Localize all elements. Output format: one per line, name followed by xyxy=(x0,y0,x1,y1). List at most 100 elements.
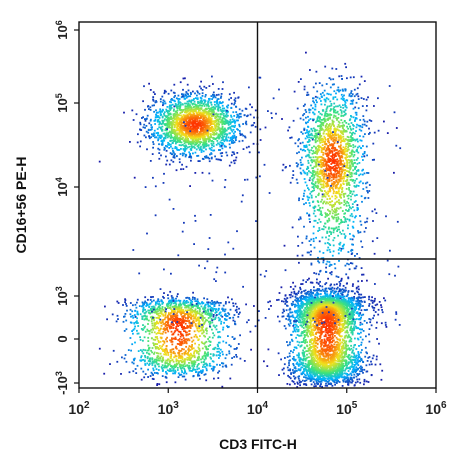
event-dot xyxy=(162,313,164,316)
event-dot xyxy=(203,135,206,138)
event-dot xyxy=(212,83,214,85)
event-dot xyxy=(219,348,222,351)
event-dot xyxy=(312,292,314,295)
event-dot xyxy=(165,348,168,351)
event-dot xyxy=(201,332,203,335)
event-dot xyxy=(199,302,201,305)
event-dot xyxy=(225,111,228,113)
event-dot xyxy=(196,155,198,157)
event-dot xyxy=(251,106,253,109)
event-dot xyxy=(225,135,228,138)
event-dot xyxy=(294,303,297,306)
event-dot xyxy=(300,297,303,299)
event-dot xyxy=(170,323,173,326)
event-dot xyxy=(171,316,174,319)
event-dot xyxy=(344,369,346,372)
event-dot xyxy=(161,332,164,335)
event-dot xyxy=(161,140,164,143)
event-dot xyxy=(229,146,231,149)
event-dot xyxy=(250,124,253,127)
event-dot xyxy=(289,315,291,318)
event-dot xyxy=(376,321,378,324)
event-dot xyxy=(288,343,291,346)
event-dot xyxy=(217,107,220,109)
event-dot xyxy=(191,320,194,323)
event-dot xyxy=(199,123,202,126)
event-dot xyxy=(174,300,176,302)
event-dot xyxy=(176,293,179,295)
event-dot xyxy=(174,306,177,309)
event-dot xyxy=(216,300,219,303)
event-dot xyxy=(161,300,163,303)
event-dot xyxy=(186,356,189,359)
event-dot xyxy=(210,310,213,313)
event-dot xyxy=(167,143,169,146)
event-dot xyxy=(154,116,157,119)
event-dot xyxy=(297,328,300,331)
event-dot xyxy=(188,129,191,131)
event-dot xyxy=(212,91,215,94)
event-dot xyxy=(205,142,208,145)
event-dot xyxy=(206,125,208,128)
event-dot xyxy=(170,104,172,107)
event-dot xyxy=(220,127,223,130)
event-dot xyxy=(316,382,318,384)
event-dot xyxy=(360,359,363,362)
event-dot xyxy=(197,106,200,109)
event-dot xyxy=(205,124,208,127)
event-dot xyxy=(168,106,171,108)
event-dot xyxy=(356,327,359,329)
event-dot xyxy=(138,305,141,307)
event-dot xyxy=(327,380,330,383)
event-dot xyxy=(161,308,164,311)
event-dot xyxy=(139,313,142,316)
event-dot xyxy=(192,354,194,357)
event-dot xyxy=(177,305,180,307)
event-dot xyxy=(109,363,111,365)
event-dot xyxy=(124,301,126,303)
event-dot xyxy=(194,300,197,302)
event-dot xyxy=(177,103,180,106)
event-dot xyxy=(137,350,140,352)
event-dot xyxy=(191,110,194,113)
event-dot xyxy=(187,117,190,120)
event-dot xyxy=(226,119,228,122)
event-dot xyxy=(353,373,356,376)
event-dot xyxy=(299,314,301,317)
event-dot xyxy=(294,371,296,374)
event-dot xyxy=(197,322,200,325)
event-dot xyxy=(202,361,205,363)
event-dot xyxy=(300,316,303,318)
event-dot xyxy=(235,136,238,138)
event-dot xyxy=(193,360,195,363)
event-dot xyxy=(169,339,171,342)
event-dot xyxy=(136,311,139,314)
event-dot xyxy=(350,320,353,323)
event-dot xyxy=(288,318,291,320)
event-dot xyxy=(355,361,357,363)
event-dot xyxy=(195,136,198,138)
event-dot xyxy=(163,348,166,351)
event-dot xyxy=(224,128,227,131)
event-dot xyxy=(162,301,164,304)
event-dot xyxy=(184,111,186,114)
event-dot xyxy=(228,352,231,355)
event-dot xyxy=(158,348,160,350)
event-dot xyxy=(152,328,155,331)
event-dot xyxy=(156,363,159,366)
event-dot xyxy=(172,120,175,122)
event-dot xyxy=(186,339,189,342)
event-dot xyxy=(307,366,310,368)
event-dot xyxy=(174,132,176,134)
event-dot xyxy=(218,127,221,130)
event-dot xyxy=(278,374,280,376)
event-dot xyxy=(196,306,199,308)
event-dot xyxy=(286,297,289,300)
event-dot xyxy=(159,108,162,111)
event-dot xyxy=(352,303,355,306)
event-dot xyxy=(161,303,164,305)
event-dot xyxy=(289,296,292,299)
event-dot xyxy=(154,324,156,327)
event-dot xyxy=(225,113,228,115)
event-dot xyxy=(276,299,278,301)
